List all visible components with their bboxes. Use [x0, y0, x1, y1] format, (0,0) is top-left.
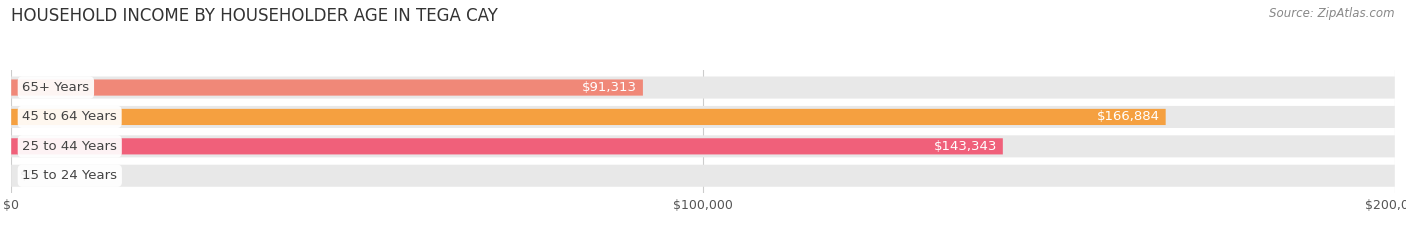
Text: $143,343: $143,343	[934, 140, 997, 153]
FancyBboxPatch shape	[11, 76, 1395, 99]
Text: $0: $0	[20, 169, 37, 182]
FancyBboxPatch shape	[11, 135, 1395, 157]
Text: Source: ZipAtlas.com: Source: ZipAtlas.com	[1270, 7, 1395, 20]
FancyBboxPatch shape	[11, 106, 1395, 128]
Text: 15 to 24 Years: 15 to 24 Years	[22, 169, 117, 182]
FancyBboxPatch shape	[11, 109, 1166, 125]
FancyBboxPatch shape	[11, 79, 643, 96]
FancyBboxPatch shape	[11, 165, 1395, 187]
FancyBboxPatch shape	[11, 138, 1002, 154]
Text: 25 to 44 Years: 25 to 44 Years	[22, 140, 117, 153]
Text: HOUSEHOLD INCOME BY HOUSEHOLDER AGE IN TEGA CAY: HOUSEHOLD INCOME BY HOUSEHOLDER AGE IN T…	[11, 7, 498, 25]
Text: 65+ Years: 65+ Years	[22, 81, 90, 94]
Text: $166,884: $166,884	[1097, 110, 1160, 123]
Text: 45 to 64 Years: 45 to 64 Years	[22, 110, 117, 123]
Text: $91,313: $91,313	[582, 81, 637, 94]
